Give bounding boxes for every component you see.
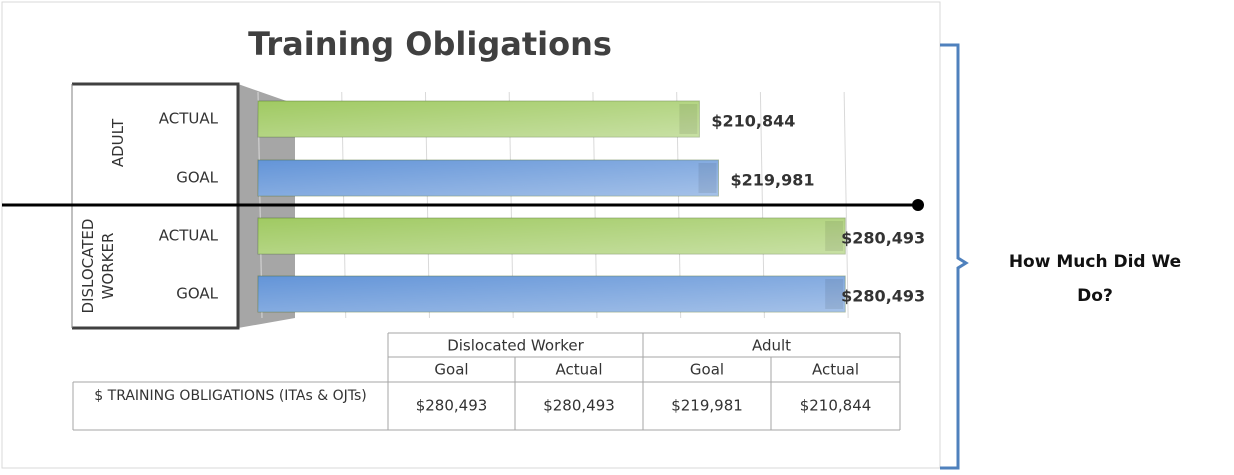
data-label: $280,493: [841, 287, 925, 306]
table-row-label-box: $ TRAINING OBLIGATIONS (ITAs & OJTs): [94, 388, 367, 404]
group-label: ADULT: [109, 118, 127, 168]
table-row-label: $ TRAINING OBLIGATIONS (ITAs & OJTs): [94, 388, 367, 404]
category-label: ACTUAL: [159, 110, 219, 128]
table-cell: $219,981: [671, 397, 743, 415]
table-cell: $280,493: [543, 397, 615, 415]
data-label: $280,493: [841, 229, 925, 248]
group-label: DISLOCATED WORKER: [79, 218, 117, 314]
bracket: [940, 43, 969, 470]
table-subheader: Actual: [812, 361, 859, 379]
bar-sheen: [258, 160, 719, 196]
separator-dot: [912, 199, 924, 211]
category-label: GOAL: [176, 285, 218, 303]
bar-sheen: [258, 276, 846, 312]
bar-sheen: [258, 218, 846, 254]
bar-end: [825, 221, 844, 251]
data-label: $219,981: [730, 171, 814, 190]
data-label: $210,844: [711, 112, 795, 131]
category-label: GOAL: [176, 169, 218, 187]
table-subheader: Goal: [434, 361, 468, 379]
table-header: Dislocated Worker: [447, 337, 584, 355]
bar-end: [679, 104, 698, 134]
chart-title: Training Obligations: [248, 25, 612, 63]
bar-end: [698, 163, 717, 193]
table-subheader: Actual: [556, 361, 603, 379]
bar-sheen: [258, 101, 700, 137]
category-label: ACTUAL: [159, 227, 219, 245]
annotation: How Much Did We Do?: [1008, 252, 1182, 306]
table-cell: $280,493: [416, 397, 488, 415]
table-header: Adult: [752, 337, 791, 355]
table-subheader: Goal: [690, 361, 724, 379]
bar-end: [825, 279, 844, 309]
table-cell: $210,844: [800, 397, 872, 415]
